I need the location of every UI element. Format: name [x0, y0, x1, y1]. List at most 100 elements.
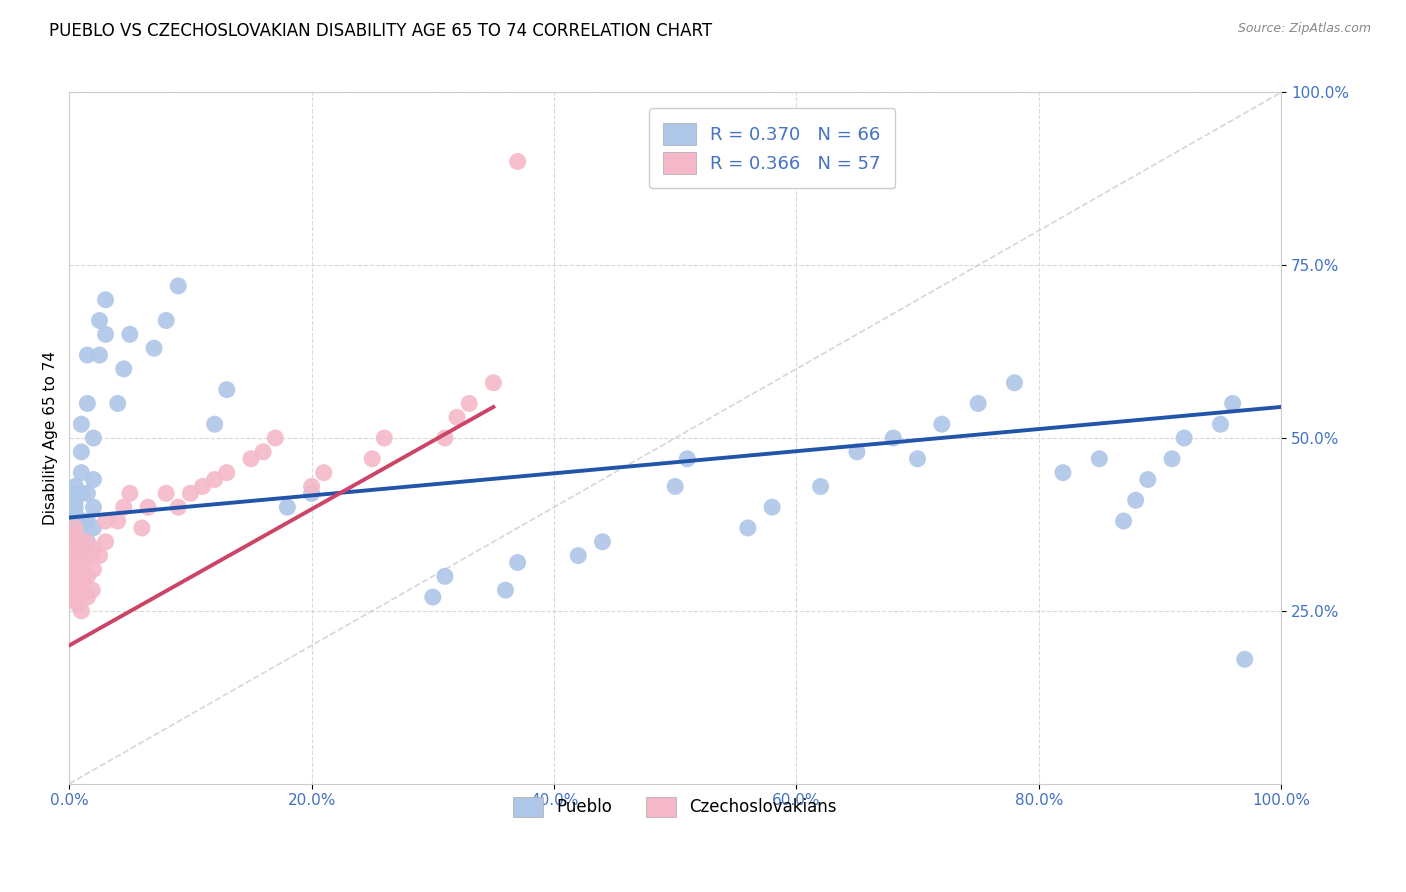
Point — [967, 396, 990, 410]
Point — [591, 534, 613, 549]
Point — [204, 473, 226, 487]
Point — [65, 521, 87, 535]
Point — [70, 590, 93, 604]
Point — [82, 541, 104, 556]
Point — [76, 590, 98, 604]
Point — [433, 431, 456, 445]
Point — [118, 486, 141, 500]
Point — [65, 479, 87, 493]
Point — [167, 279, 190, 293]
Point — [143, 341, 166, 355]
Point — [65, 534, 87, 549]
Point — [82, 500, 104, 515]
Point — [62, 576, 84, 591]
Point — [1088, 451, 1111, 466]
Point — [66, 583, 89, 598]
Point — [179, 486, 201, 500]
Point — [1233, 652, 1256, 666]
Point — [361, 451, 384, 466]
Point — [422, 590, 444, 604]
Point — [70, 417, 93, 432]
Point — [70, 445, 93, 459]
Point — [94, 293, 117, 307]
Point — [65, 549, 87, 563]
Point — [167, 500, 190, 515]
Point — [458, 396, 481, 410]
Point — [65, 500, 87, 515]
Point — [907, 451, 929, 466]
Point — [70, 541, 93, 556]
Point — [70, 486, 93, 500]
Text: Source: ZipAtlas.com: Source: ZipAtlas.com — [1237, 22, 1371, 36]
Point — [65, 562, 87, 576]
Point — [495, 583, 517, 598]
Point — [1112, 514, 1135, 528]
Point — [70, 514, 93, 528]
Point — [82, 583, 104, 598]
Point — [82, 562, 104, 576]
Point — [155, 313, 177, 327]
Point — [112, 362, 135, 376]
Point — [373, 431, 395, 445]
Point — [567, 549, 589, 563]
Point — [931, 417, 953, 432]
Point — [76, 514, 98, 528]
Point — [66, 597, 89, 611]
Point — [240, 451, 263, 466]
Point — [76, 348, 98, 362]
Point — [82, 431, 104, 445]
Point — [65, 486, 87, 500]
Point — [737, 521, 759, 535]
Point — [65, 521, 87, 535]
Point — [204, 417, 226, 432]
Text: PUEBLO VS CZECHOSLOVAKIAN DISABILITY AGE 65 TO 74 CORRELATION CHART: PUEBLO VS CZECHOSLOVAKIAN DISABILITY AGE… — [49, 22, 713, 40]
Point — [65, 528, 87, 542]
Point — [433, 569, 456, 583]
Point — [82, 521, 104, 535]
Point — [664, 479, 686, 493]
Point — [89, 348, 111, 362]
Point — [1209, 417, 1232, 432]
Point — [506, 556, 529, 570]
Point — [1173, 431, 1195, 445]
Point — [112, 500, 135, 515]
Point — [67, 562, 90, 576]
Point — [882, 431, 904, 445]
Point — [65, 514, 87, 528]
Point — [65, 507, 87, 521]
Point — [70, 534, 93, 549]
Point — [676, 451, 699, 466]
Point — [446, 410, 468, 425]
Point — [845, 445, 868, 459]
Point — [67, 576, 90, 591]
Point — [70, 569, 93, 583]
Point — [76, 486, 98, 500]
Point — [65, 541, 87, 556]
Point — [252, 445, 274, 459]
Point — [1222, 396, 1244, 410]
Point — [63, 569, 86, 583]
Point — [70, 528, 93, 542]
Point — [1125, 493, 1147, 508]
Point — [76, 396, 98, 410]
Point — [264, 431, 287, 445]
Point — [107, 514, 129, 528]
Point — [301, 486, 323, 500]
Point — [67, 549, 90, 563]
Point — [118, 327, 141, 342]
Point — [89, 549, 111, 563]
Point — [276, 500, 298, 515]
Point — [67, 590, 90, 604]
Point — [131, 521, 153, 535]
Point — [215, 466, 238, 480]
Point — [65, 534, 87, 549]
Point — [155, 486, 177, 500]
Legend: Pueblo, Czechoslovakians: Pueblo, Czechoslovakians — [506, 790, 844, 824]
Point — [73, 549, 96, 563]
Point — [73, 569, 96, 583]
Point — [1136, 473, 1159, 487]
Point — [60, 590, 83, 604]
Point — [67, 534, 90, 549]
Point — [215, 383, 238, 397]
Point — [107, 396, 129, 410]
